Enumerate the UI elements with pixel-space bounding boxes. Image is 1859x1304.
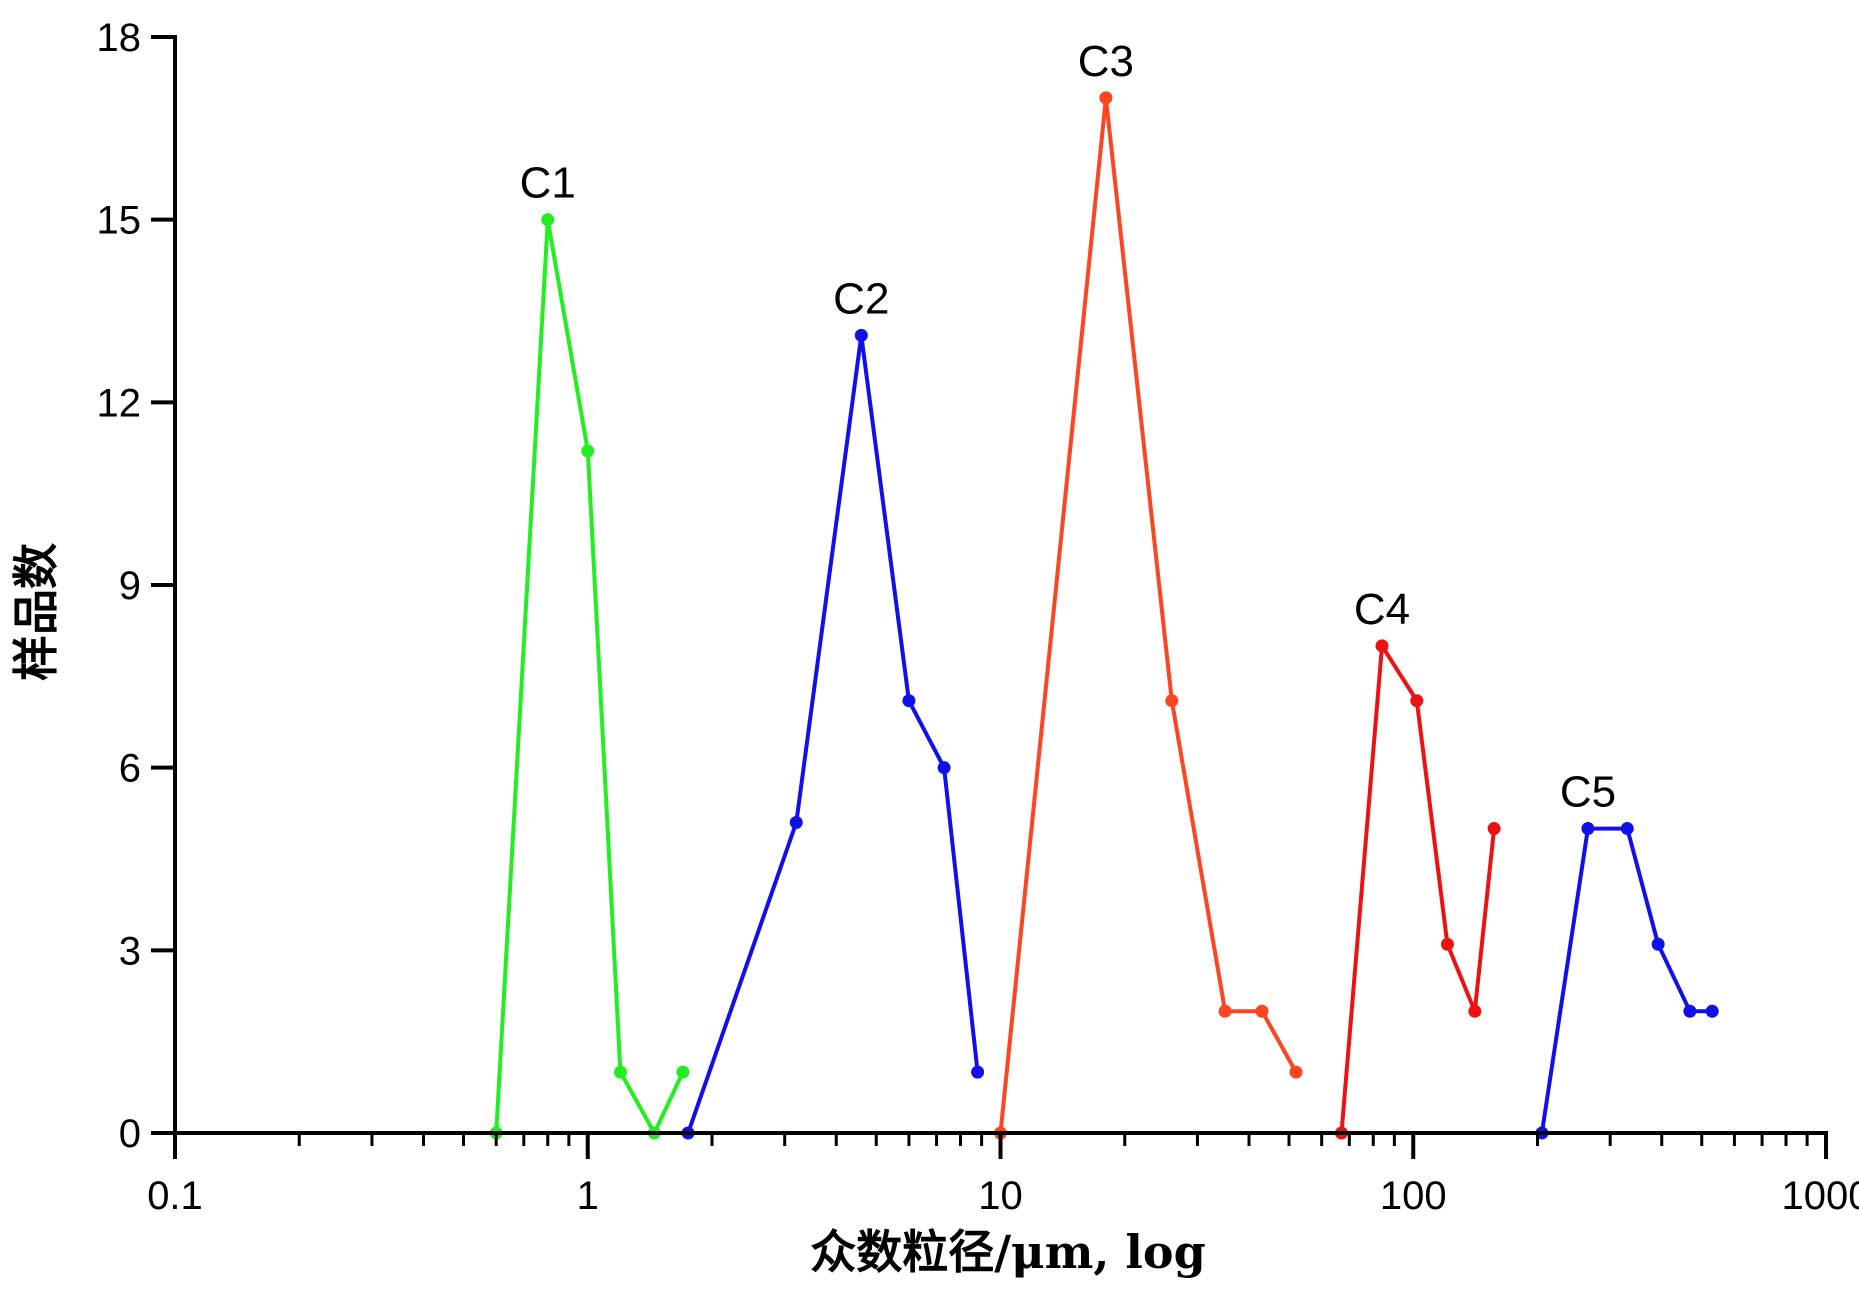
series-point-c5-1 [1581, 822, 1595, 836]
series-point-c4-5 [1487, 822, 1501, 836]
y-tick-label-4: 12 [97, 381, 142, 425]
series-point-c3-4 [1255, 1004, 1269, 1018]
x-tick-label-2: 10 [978, 1174, 1023, 1218]
series-point-c5-3 [1651, 937, 1665, 951]
series-line-c3 [998, 95, 1298, 1134]
y-tick-label-5: 15 [97, 199, 142, 243]
x-tick-label-4: 1000 [1782, 1174, 1859, 1218]
series-point-c2-5 [971, 1065, 985, 1079]
y-tick-label-2: 6 [119, 747, 141, 791]
series-label-c5: C5 [1560, 768, 1616, 817]
series-point-c1-5 [676, 1065, 690, 1079]
series-point-c3-3 [1218, 1004, 1232, 1018]
series-point-c4-2 [1410, 694, 1424, 708]
series-point-c4-3 [1440, 937, 1454, 951]
series-point-c3-5 [1289, 1065, 1303, 1079]
series-line-c4 [1339, 643, 1497, 1134]
series-label-c4: C4 [1354, 585, 1410, 634]
series-point-c3-2 [1165, 694, 1179, 708]
series-point-c4-4 [1468, 1004, 1482, 1018]
series-line-c2 [686, 333, 980, 1134]
series-point-c2-3 [902, 694, 916, 708]
series-line-c1 [494, 217, 685, 1135]
series-point-c2-1 [789, 815, 803, 829]
series-point-c4-1 [1375, 639, 1389, 653]
x-axis-title: 众数粒径/μm, log [810, 1225, 1206, 1279]
series-point-c5-5 [1705, 1004, 1719, 1018]
series-point-c3-1 [1099, 91, 1113, 105]
x-tick-label-1: 1 [577, 1174, 599, 1218]
x-tick-label-0: 0.1 [147, 1174, 203, 1218]
x-tick-label-3: 100 [1380, 1174, 1447, 1218]
label-layer: C1 C2 C3 C4 C5 [520, 37, 1616, 817]
series-layer [489, 91, 1719, 1140]
series-point-c2-2 [854, 328, 868, 342]
series-label-c2: C2 [833, 274, 889, 323]
y-tick-label-0: 0 [119, 1112, 141, 1156]
series-point-c1-2 [581, 444, 595, 458]
series-point-c1-3 [613, 1065, 627, 1079]
y-tick-label-6: 18 [97, 16, 142, 60]
series-line-c5 [1539, 826, 1713, 1134]
axes-layer: 0 3 6 9 12 15 18 0.1 1 10 100 1000 [97, 16, 1859, 1218]
series-point-c5-4 [1683, 1004, 1697, 1018]
series-point-c2-4 [937, 761, 951, 775]
y-axis-title: 样品数 [9, 543, 63, 681]
y-tick-label-3: 9 [119, 564, 141, 608]
series-point-c1-1 [541, 213, 555, 227]
series-label-c3: C3 [1078, 37, 1134, 86]
series-label-c1: C1 [520, 159, 576, 208]
series-point-c5-2 [1620, 822, 1634, 836]
y-tick-label-1: 3 [119, 929, 141, 973]
